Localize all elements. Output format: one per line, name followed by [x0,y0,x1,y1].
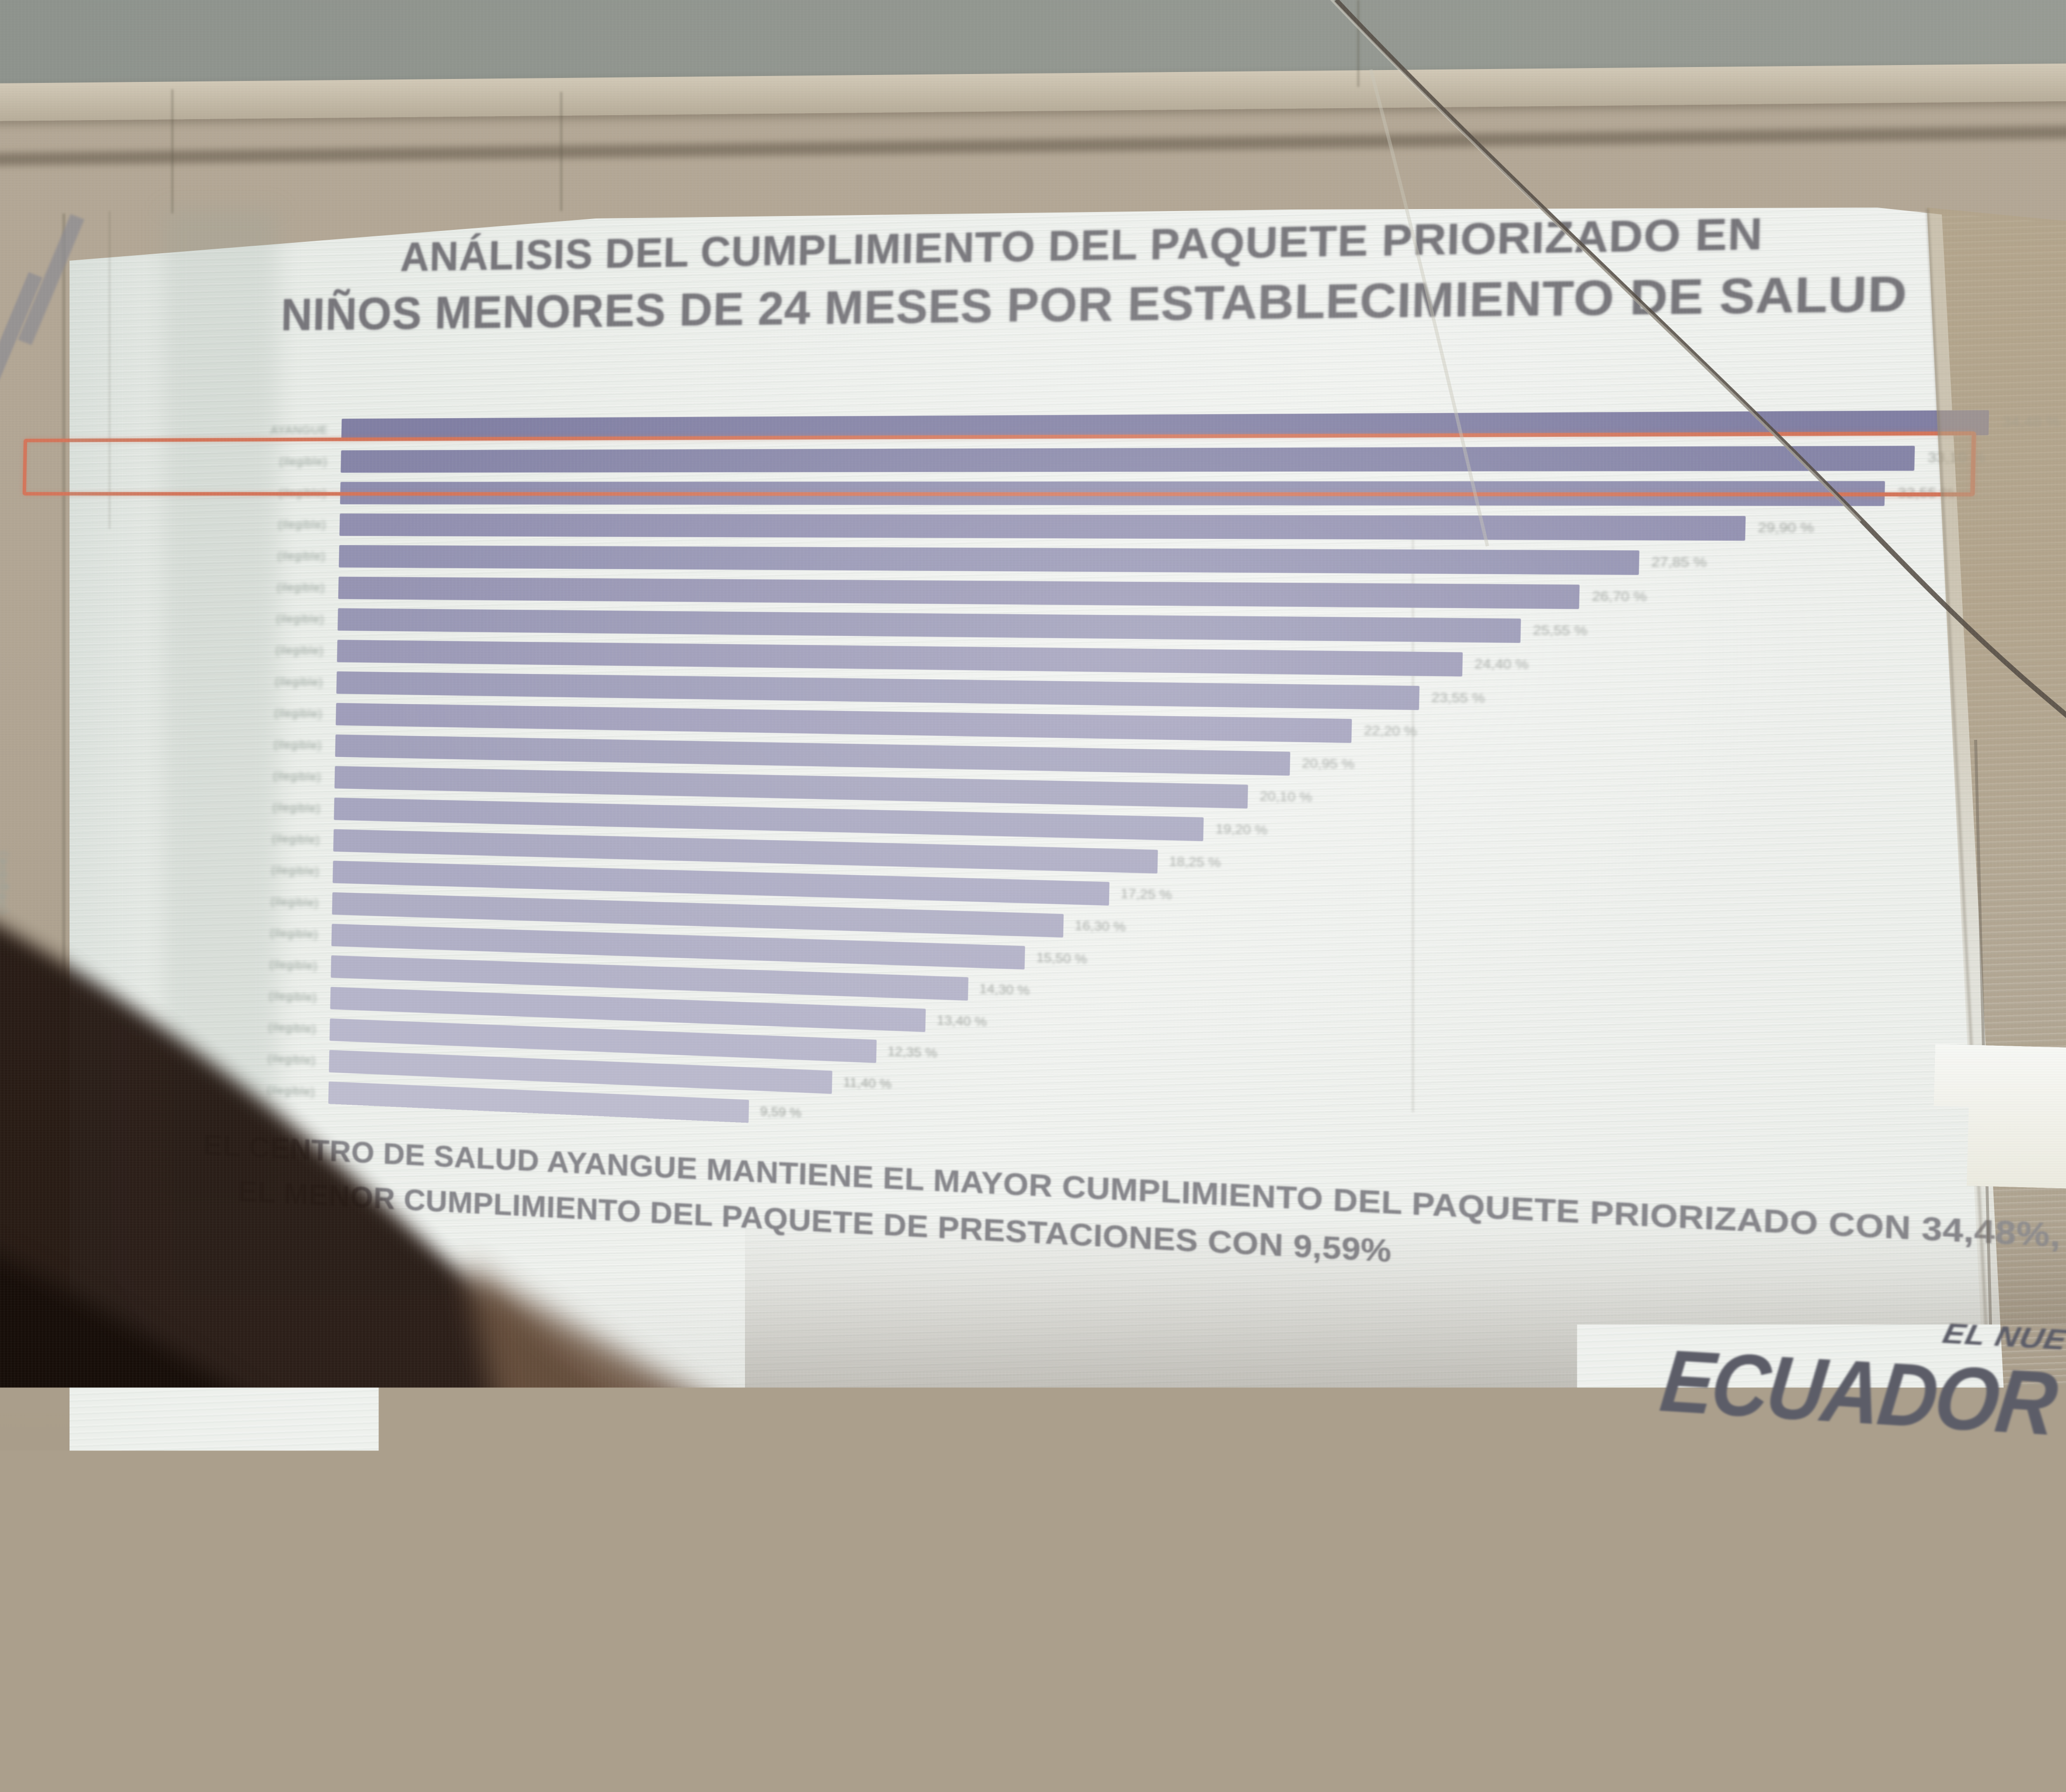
person-shoulder-silhouette [462,1261,1083,1549]
foreground-silhouette [0,0,2066,1549]
